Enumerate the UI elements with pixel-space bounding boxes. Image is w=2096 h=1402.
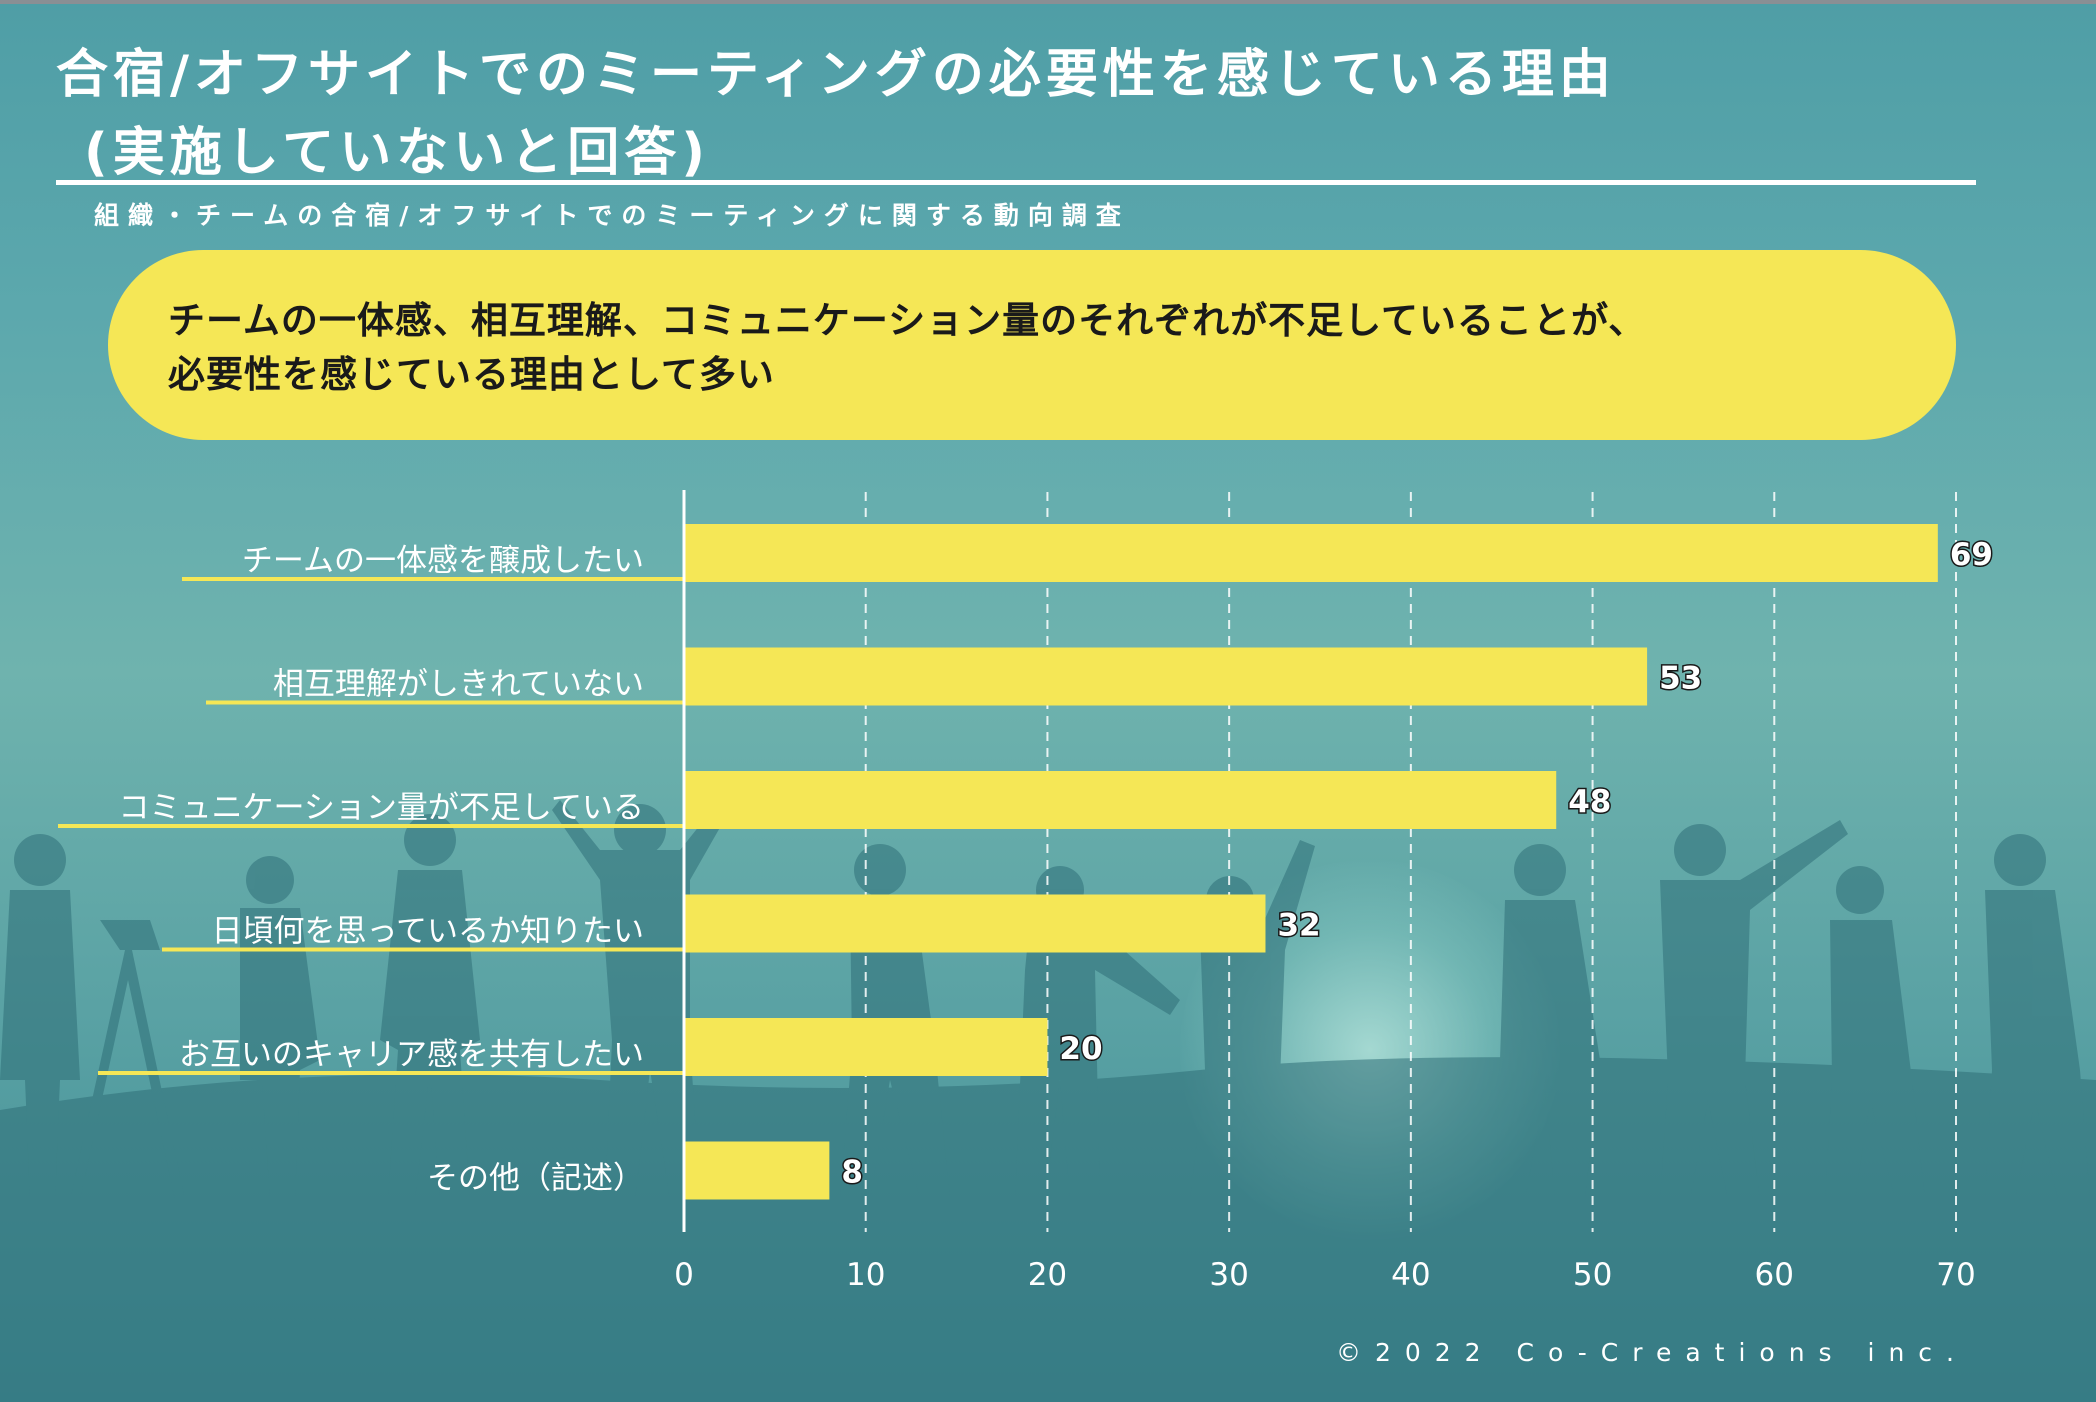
page-title: 合宿/オフサイトでのミーティングの必要性を感じている理由 (実施していないと回答… xyxy=(56,36,1956,192)
bar-chart: 0 10 20 30 40 50 60 70 チームの一体感を醸成したい 69 相互理解がしきれてい… xyxy=(58,490,1995,1294)
bar xyxy=(684,771,1557,829)
x-tick-label: 0 xyxy=(674,1257,694,1293)
value-label: 8 xyxy=(841,1155,863,1191)
title-divider xyxy=(56,180,1976,185)
category-label: 相互理解がしきれていない xyxy=(273,667,644,703)
top-edge xyxy=(0,0,2096,4)
x-tick-label: 50 xyxy=(1573,1257,1612,1293)
bar xyxy=(684,1018,1048,1076)
bar xyxy=(684,894,1266,953)
category-label: コミュニケーション量が不足している xyxy=(119,790,644,826)
person-silhouette xyxy=(240,856,320,1200)
key-finding-callout: チームの一体感、相互理解、コミュニケーション量のそれぞれが不足していることが、 … xyxy=(108,250,1956,440)
bar xyxy=(684,647,1648,706)
category-underline-layer xyxy=(58,577,684,1075)
person-silhouette xyxy=(0,834,80,1200)
value-label: 20 xyxy=(1059,1031,1102,1067)
value-label: 53 xyxy=(1659,661,1702,697)
x-tick-label: 60 xyxy=(1755,1257,1794,1293)
category-label: その他（記述） xyxy=(427,1161,644,1197)
tripod-silhouette xyxy=(70,920,185,1200)
copyright: ©2022 Co-Creations inc. xyxy=(1335,1338,1968,1367)
key-finding-text: チームの一体感、相互理解、コミュニケーション量のそれぞれが不足していることが、 … xyxy=(168,299,1647,396)
survey-subtitle: 組織・チームの合宿/オフサイトでのミーティングに関する動向調査 xyxy=(94,201,1130,230)
category-label: チームの一体感を醸成したい xyxy=(242,543,644,579)
value-label: 32 xyxy=(1277,908,1320,944)
page-title-line2: (実施していないと回答) xyxy=(84,123,710,183)
x-tick-label: 40 xyxy=(1391,1257,1430,1293)
grid-layer xyxy=(864,492,1957,1232)
value-label: 69 xyxy=(1950,537,1993,573)
person-silhouette xyxy=(1495,844,1600,1200)
person-silhouette xyxy=(1660,820,1848,1200)
bar xyxy=(684,1141,830,1200)
category-label: 日頃何を思っているか知りたい xyxy=(212,914,644,950)
label-layer: 0 10 20 30 40 50 60 70 チームの一体感を醸成したい 69 相互理解がしきれてい… xyxy=(119,536,1995,1294)
x-tick-label: 10 xyxy=(846,1257,885,1293)
page-title-line1: 合宿/オフサイトでのミーティングの必要性を感じている理由 xyxy=(56,45,1616,105)
person-silhouette xyxy=(1985,834,2090,1200)
person-silhouette xyxy=(1825,866,1925,1200)
x-tick-label: 20 xyxy=(1028,1257,1067,1293)
bar xyxy=(684,524,1938,582)
bar-layer xyxy=(684,524,1938,1200)
value-label: 48 xyxy=(1568,784,1611,820)
x-tick-label: 70 xyxy=(1936,1257,1975,1293)
category-label: お互いのキャリア感を共有したい xyxy=(179,1037,644,1073)
x-tick-label: 30 xyxy=(1209,1257,1248,1293)
